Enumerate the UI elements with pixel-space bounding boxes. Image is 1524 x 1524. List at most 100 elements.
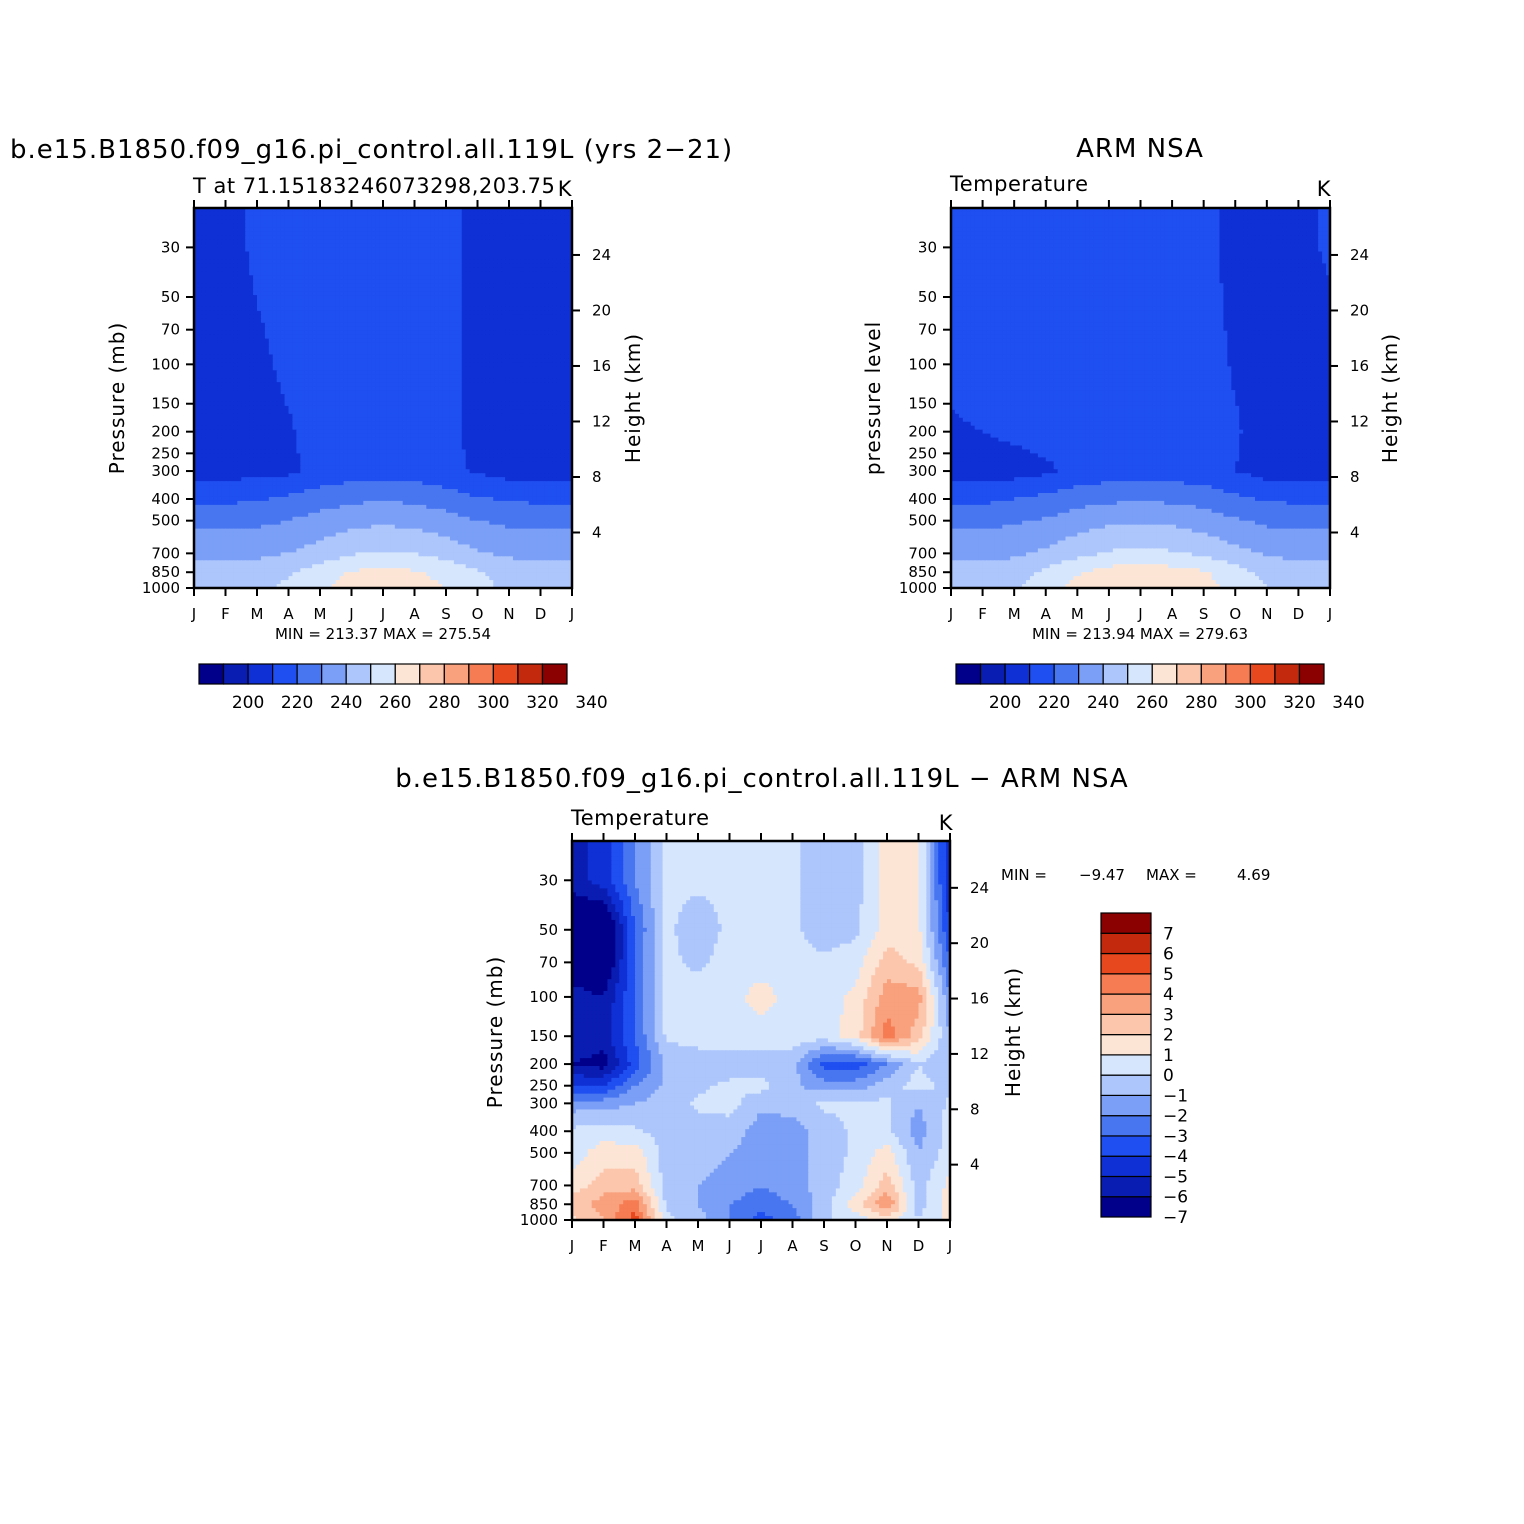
panel-model-cell: [292, 256, 297, 261]
panel-model-cell: [269, 244, 274, 249]
panel-model-cell: [474, 252, 479, 257]
panel-model-cell: [430, 248, 435, 253]
panel-model-cell: [202, 259, 207, 264]
panel-model-cell: [544, 244, 549, 249]
panel-model-cell: [521, 244, 526, 249]
panel-model-cell: [533, 224, 538, 229]
panel-model-cell: [198, 244, 203, 249]
panel-model-cell: [513, 252, 518, 257]
panel-model-cell: [564, 228, 569, 233]
panel-model-cell: [226, 216, 231, 221]
panel-model-cell: [253, 267, 258, 272]
panel-model-cell: [411, 271, 416, 276]
panel-model-cell: [505, 267, 510, 272]
panel-model-cell: [391, 252, 396, 257]
panel-model-cell: [355, 236, 360, 241]
panel-model-cell: [501, 216, 506, 221]
panel-model-cell: [214, 259, 219, 264]
panel-model-cell: [387, 212, 392, 217]
panel-model-cell: [218, 256, 223, 261]
panel-model-cell: [548, 244, 553, 249]
panel-model-cell: [218, 240, 223, 245]
panel-model-cell: [533, 228, 538, 233]
panel-model-cell: [509, 212, 514, 217]
panel-model-cell: [434, 212, 439, 217]
panel-model-cell: [359, 271, 364, 276]
panel-model-cell: [485, 220, 490, 225]
panel-model-cell: [281, 259, 286, 264]
panel-model-cell: [458, 236, 463, 241]
panel-model-cell: [509, 256, 514, 261]
panel-model-cell: [379, 232, 384, 237]
panel-model-cell: [446, 267, 451, 272]
panel-model-cell: [312, 240, 317, 245]
panel-model-cell: [202, 244, 207, 249]
panel-model-cell: [407, 216, 412, 221]
panel-model-cell: [344, 248, 349, 253]
panel-model-cell: [289, 212, 294, 217]
panel-model-cell: [533, 263, 538, 268]
panel-model-cell: [359, 240, 364, 245]
panel-model-cell: [273, 252, 278, 257]
panel-model-cell: [466, 212, 471, 217]
panel-model-cell: [241, 220, 246, 225]
panel-model-cell: [218, 244, 223, 249]
panel-model-cell: [556, 228, 561, 233]
panel-model-cell: [387, 216, 392, 221]
panel-model-cell: [277, 224, 282, 229]
panel-model-cell: [336, 252, 341, 257]
panel-model-cell: [462, 216, 467, 221]
panel-model-cell: [379, 228, 384, 233]
panel-model-cell: [289, 236, 294, 241]
panel-model-cell: [446, 240, 451, 245]
panel-model-cell: [544, 236, 549, 241]
panel-model-cell: [265, 220, 270, 225]
panel-model-cell: [529, 232, 534, 237]
panel-model-cell: [261, 248, 266, 253]
panel-model-cell: [367, 228, 372, 233]
panel-model-cell: [312, 271, 317, 276]
panel-model-cell: [501, 240, 506, 245]
panel-model-cell: [383, 267, 388, 272]
panel-model-cell: [253, 256, 258, 261]
panel-model-cell: [324, 216, 329, 221]
panel-model-cell: [304, 244, 309, 249]
panel-model-cell: [564, 248, 569, 253]
panel-model-cell: [304, 252, 309, 257]
panel-model-cell: [320, 216, 325, 221]
panel-model-cell: [328, 244, 333, 249]
panel-model-cell: [391, 236, 396, 241]
panel-model-cell: [556, 252, 561, 257]
panel-model-cell: [202, 267, 207, 272]
panel-model-cell: [304, 236, 309, 241]
panel-model-cell: [348, 256, 353, 261]
panel-model-cell: [478, 216, 483, 221]
panel-model-cell: [391, 212, 396, 217]
panel-model-cell: [442, 232, 447, 237]
panel-model-cell: [407, 228, 412, 233]
panel-model-cell: [411, 248, 416, 253]
panel-model-cell: [548, 271, 553, 276]
panel-model-cell: [359, 263, 364, 268]
panel-model-cell: [422, 216, 427, 221]
panel-model-cell: [426, 248, 431, 253]
panel-model-cell: [304, 267, 309, 272]
panel-model-cell: [493, 212, 498, 217]
panel-model-cell: [478, 236, 483, 241]
panel-model-cell: [249, 259, 254, 264]
panel-model-cell: [245, 271, 250, 276]
panel-model-cell: [281, 224, 286, 229]
panel-model-cell: [493, 240, 498, 245]
panel-model-cell: [359, 224, 364, 229]
panel-model-cell: [454, 216, 459, 221]
panel-model-cell: [422, 232, 427, 237]
panel-model-cell: [292, 212, 297, 217]
panel-model-cell: [407, 263, 412, 268]
panel-model-cell: [501, 220, 506, 225]
panel-model-cell: [462, 236, 467, 241]
panel-model-cell: [517, 267, 522, 272]
panel-model-cell: [442, 263, 447, 268]
panel-model-cell: [344, 216, 349, 221]
panel-model-cell: [202, 252, 207, 257]
panel-model-cell: [336, 240, 341, 245]
